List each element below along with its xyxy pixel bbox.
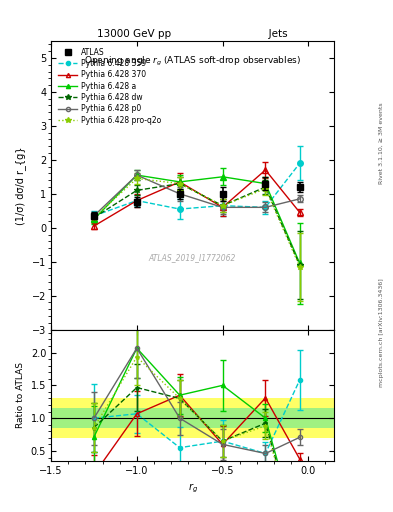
Text: Rivet 3.1.10, ≥ 3M events: Rivet 3.1.10, ≥ 3M events <box>379 102 384 184</box>
Bar <box>116 408 158 428</box>
Bar <box>51 398 116 438</box>
Bar <box>287 398 334 438</box>
Bar <box>244 408 287 428</box>
Bar <box>158 398 201 438</box>
Title: 13000 GeV pp                              Jets: 13000 GeV pp Jets <box>97 29 288 39</box>
Bar <box>244 398 287 438</box>
Bar <box>51 408 116 428</box>
Y-axis label: (1/σ) dσ/d r_{g}: (1/σ) dσ/d r_{g} <box>15 146 26 225</box>
Bar <box>201 408 244 428</box>
X-axis label: $r_g$: $r_g$ <box>187 481 198 495</box>
Text: Opening angle $r_g$ (ATLAS soft-drop observables): Opening angle $r_g$ (ATLAS soft-drop obs… <box>84 55 301 69</box>
Legend: ATLAS, Pythia 6.428 359, Pythia 6.428 370, Pythia 6.428 a, Pythia 6.428 dw, Pyth: ATLAS, Pythia 6.428 359, Pythia 6.428 37… <box>55 45 164 127</box>
Bar <box>201 398 244 438</box>
Bar <box>158 408 201 428</box>
Bar <box>287 408 334 428</box>
Y-axis label: Ratio to ATLAS: Ratio to ATLAS <box>16 362 25 428</box>
Bar <box>116 398 158 438</box>
Text: ATLAS_2019_I1772062: ATLAS_2019_I1772062 <box>149 253 236 262</box>
Text: mcplots.cern.ch [arXiv:1306.3436]: mcplots.cern.ch [arXiv:1306.3436] <box>379 279 384 387</box>
